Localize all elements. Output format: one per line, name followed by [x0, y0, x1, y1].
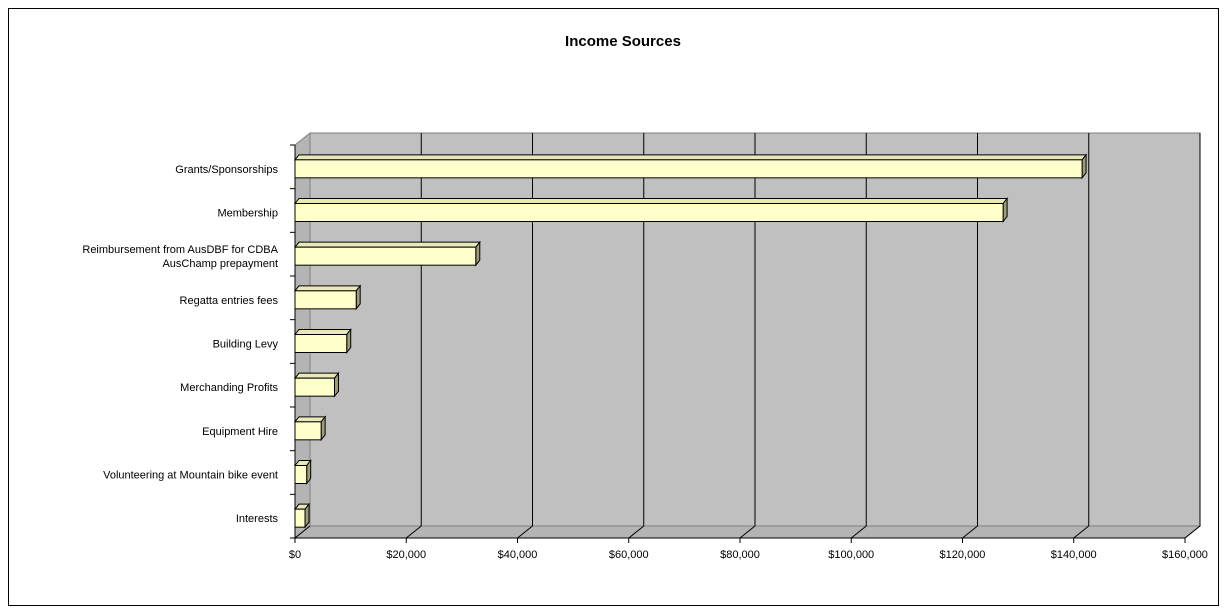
x-tick-label: $140,000	[1051, 549, 1097, 561]
bar-top-face	[293, 372, 340, 379]
floor-gridline	[739, 525, 756, 539]
bar-top-face	[293, 285, 362, 292]
x-tick-label: $20,000	[386, 549, 426, 561]
x-tick-label: $60,000	[609, 549, 649, 561]
x-tick-label: $120,000	[940, 549, 986, 561]
floor-gridline	[1073, 525, 1090, 539]
category-label: Grants/Sponsorships	[175, 164, 278, 176]
bar	[294, 290, 357, 310]
bar	[294, 246, 477, 266]
bar-side-face	[346, 328, 352, 354]
bar	[294, 203, 1004, 222]
bar-top-face	[293, 198, 1009, 204]
floor-gridline	[962, 525, 978, 539]
bar	[294, 377, 335, 397]
x-tick-label: $80,000	[720, 549, 760, 561]
bar-side-face	[333, 371, 339, 398]
category-label: Building Levy	[213, 339, 279, 351]
category-label: Membership	[217, 208, 278, 220]
floor-gridline	[517, 525, 533, 539]
bar-top-face	[293, 416, 327, 423]
floor-gridline	[628, 525, 645, 539]
category-label: Interests	[236, 513, 279, 525]
category-label: AusChamp prepayment	[162, 258, 278, 270]
floor-gridline	[850, 525, 867, 539]
plot-area: $0 $20,000 $40,000 $60,000 $80,000 $100,000 $1…	[82, 131, 1208, 561]
bar-side-face	[306, 459, 312, 485]
category-label: Equipment Hire	[202, 426, 278, 438]
bar	[294, 421, 322, 441]
category-label: Merchanding Profits	[180, 382, 278, 394]
bar-side-face	[304, 502, 310, 529]
bar	[294, 465, 308, 484]
bar-side-face	[475, 240, 481, 267]
x-tick-label: $160,000	[1162, 549, 1208, 561]
category-label: Volunteering at Mountain bike event	[103, 470, 278, 482]
x-tick-label: $40,000	[498, 549, 538, 561]
bar	[294, 334, 348, 353]
bar-top-face	[293, 154, 1088, 161]
bar	[294, 159, 1083, 179]
bar-top-face	[293, 241, 481, 248]
bar	[294, 508, 306, 528]
bar-side-face	[1081, 153, 1087, 180]
bar-side-face	[1002, 197, 1008, 223]
category-label: Regatta entries fees	[180, 295, 279, 307]
x-tick-label: $100,000	[828, 549, 874, 561]
floor-gridline	[294, 525, 311, 539]
floor-gridline	[1184, 525, 1201, 539]
bar-side-face	[320, 415, 326, 442]
x-tick-label: $0	[289, 549, 301, 561]
bar-side-face	[355, 284, 361, 311]
category-label: Reimbursement from AusDBF for CDBA	[82, 244, 278, 256]
bar-top-face	[293, 329, 352, 335]
floor-gridline	[405, 525, 422, 539]
chart-title: Income Sources	[565, 33, 681, 50]
